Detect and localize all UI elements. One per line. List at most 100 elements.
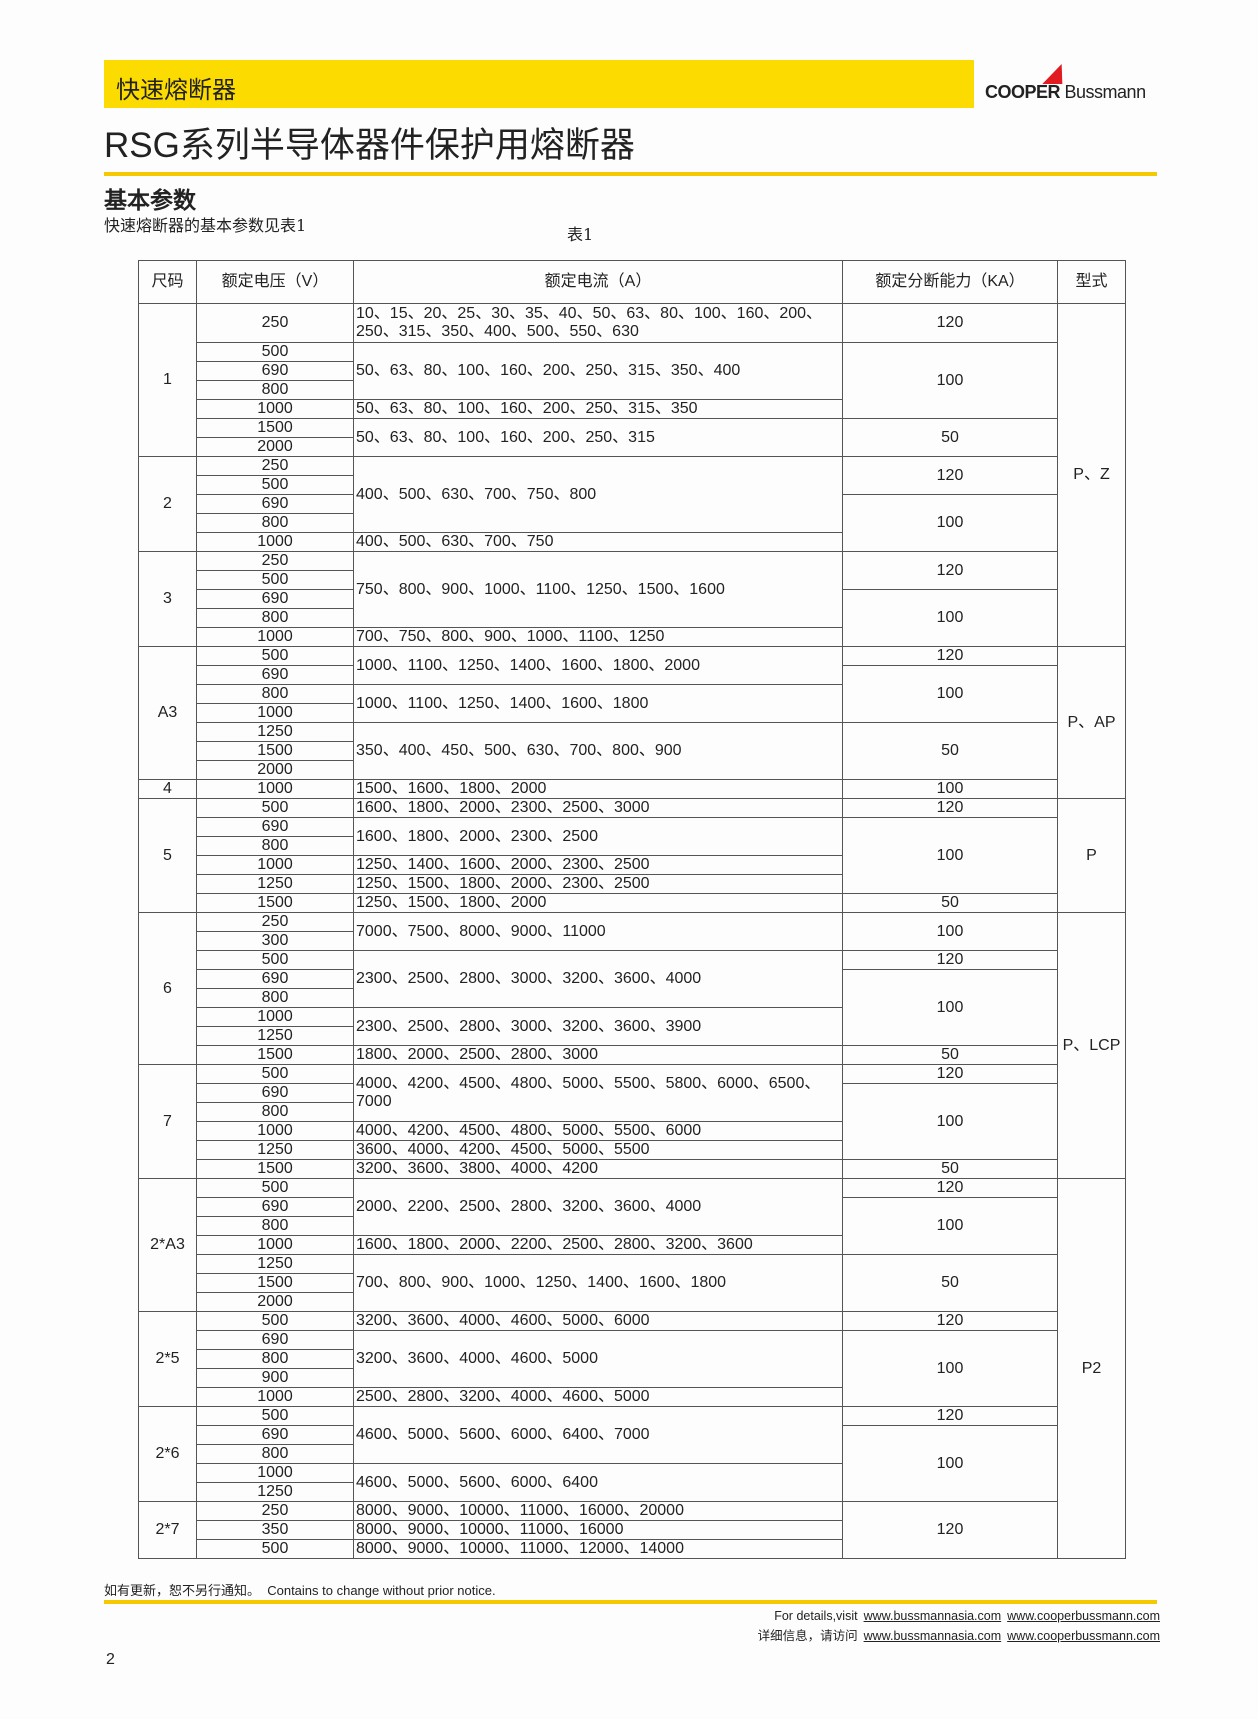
voltage-cell: 800 [196, 836, 354, 856]
voltage-cell: 500 [196, 475, 354, 495]
voltage-cell: 1000 [196, 779, 354, 799]
table-header-row: 尺码 额定电压（V） 额定电流（A） 额定分断能力（KA） 型式 [138, 260, 1126, 304]
table-row: 5 500 1600、1800、2000、2300、2500、3000 120 P [138, 798, 1126, 913]
breaking-capacity-cell: 120 [842, 456, 1058, 495]
breaking-capacity-cell: 120 [842, 1064, 1058, 1084]
voltage-cell: 690 [196, 1330, 354, 1350]
voltage-cell: 690 [196, 361, 354, 381]
current-cell: 50、63、80、100、160、200、250、315、350、400 [353, 342, 843, 400]
current-cell: 4000、4200、4500、4800、5000、5500、6000 [353, 1121, 843, 1141]
table-row: 2000 [139, 437, 1126, 457]
breaking-capacity-cell: 120 [842, 1406, 1058, 1426]
table-row: 2*6 500 4600、5000、5600、6000、6400、7000 120 [138, 1406, 1126, 1502]
table-row: 1000 50、63、80、100、160、200、250、315、350 [139, 399, 1126, 419]
voltage-cell: 1000 [196, 1235, 354, 1255]
voltage-cell: 690 [196, 589, 354, 609]
current-cell: 2300、2500、2800、3000、3200、3600、3900 [353, 1007, 843, 1046]
breaking-capacity-cell: 120 [842, 950, 1058, 970]
table-row: 1 250 10、15、20、25、30、35、40、50、63、80、100、16… [138, 303, 1126, 647]
voltage-cell: 800 [196, 1349, 354, 1369]
current-cell: 400、500、630、700、750 [353, 532, 843, 552]
voltage-cell: 500 [196, 798, 354, 818]
breaking-capacity-cell: 50 [842, 1254, 1058, 1312]
breaking-capacity-cell: 100 [842, 589, 1058, 647]
size-cell: 2 [138, 456, 197, 552]
table-row: 4 1000 1500、1600、1800、2000 100 [138, 779, 1126, 799]
breaking-capacity-cell: 100 [842, 779, 1058, 799]
table-row: 1000 700、750、800、900、1000、1100、1250 [139, 627, 1126, 647]
current-cell: 2000、2200、2500、2800、3200、3600、4000 [353, 1178, 843, 1236]
table-row: 500 50、63、80、100、160、200、250、315、350、400 1… [139, 342, 1126, 419]
table-row: 690 1600、1800、2000、2300、2500 100 [139, 817, 1126, 894]
voltage-cell: 500 [196, 1539, 354, 1559]
link-cooperbussmann[interactable]: www.cooperbussmann.com [1007, 1609, 1160, 1623]
logo-mark-icon [1042, 64, 1072, 84]
current-cell: 1000、1100、1250、1400、1600、1800 [353, 684, 843, 723]
breaking-capacity-cell: 50 [842, 893, 1058, 913]
table-row: A3 500 1000、1100、1250、1400、1600、1800、2000 1… [138, 646, 1126, 799]
voltage-cell: 2000 [196, 760, 354, 780]
size-cell: 2*A3 [138, 1178, 197, 1312]
current-cell: 2500、2800、3200、4000、4600、5000 [353, 1387, 843, 1407]
voltage-cell: 250 [196, 1501, 354, 1521]
voltage-cell: 690 [196, 1083, 354, 1103]
breaking-capacity-cell: 120 [842, 551, 1058, 590]
voltage-cell: 250 [196, 551, 354, 571]
table-row: 2*5 500 3200、3600、4000、4600、5000、6000 120 [138, 1311, 1126, 1407]
header-size: 尺码 [138, 260, 197, 304]
category-label: 快速熔断器 [116, 77, 236, 104]
voltage-cell: 1250 [196, 1026, 354, 1046]
voltage-cell: 800 [196, 608, 354, 628]
voltage-cell: 1000 [196, 1007, 354, 1027]
size-cell: 5 [138, 798, 197, 913]
table-row: 1000 1250、1400、1600、2000、2300、2500 [139, 855, 1126, 875]
link-cooperbussmann-cn[interactable]: www.cooperbussmann.com [1007, 1629, 1160, 1643]
voltage-cell: 500 [196, 1178, 354, 1198]
current-cell: 750、800、900、1000、1100、1250、1500、1600 [353, 551, 843, 628]
table-row: 300 [139, 931, 1126, 951]
table-row: 500 2300、2500、2800、3000、3200、3600、4000 120 [139, 950, 1126, 1008]
voltage-cell: 690 [196, 969, 354, 989]
voltage-cell: 690 [196, 665, 354, 685]
current-cell: 1250、1400、1600、2000、2300、2500 [353, 855, 843, 875]
type-cell: P [1057, 798, 1126, 913]
voltage-cell: 1000 [196, 1387, 354, 1407]
table-row: 350 8000、9000、10000、11000、16000 [139, 1520, 1126, 1540]
voltage-cell: 1000 [196, 1463, 354, 1483]
voltage-cell: 1000 [196, 532, 354, 552]
voltage-cell: 690 [196, 817, 354, 837]
breaking-capacity-cell: 50 [842, 1045, 1058, 1065]
breaking-capacity-cell: 100 [842, 912, 1058, 951]
table-caption: 表1 [567, 225, 594, 244]
page-title: RSG系列半导体器件保护用熔断器 [104, 126, 635, 165]
table-row: 6 250 7000、7500、8000、9000、11000 100 P、LCP [138, 912, 1126, 1179]
header-breaking-capacity: 额定分断能力（KA） [842, 260, 1058, 304]
size-cell: 3 [138, 551, 197, 647]
size-cell: 2*5 [138, 1311, 197, 1407]
details-label-cn: 详细信息，请访问 [757, 1629, 858, 1643]
current-cell: 8000、9000、10000、11000、16000 [353, 1520, 843, 1540]
breaking-capacity-cell: 100 [842, 1425, 1058, 1502]
voltage-cell: 1500 [196, 1045, 354, 1065]
current-cell: 3200、3600、4000、4600、5000、6000 [353, 1311, 843, 1331]
table-row: 1500 1800、2000、2500、2800、3000 50 [139, 1045, 1126, 1065]
change-notice: 如有更新，恕不另行通知。 Contains to change without … [104, 1583, 496, 1598]
current-cell: 8000、9000、10000、11000、16000、20000 [353, 1501, 843, 1521]
voltage-cell: 1250 [196, 1140, 354, 1160]
voltage-cell: 1000 [196, 399, 354, 419]
link-bussmannasia[interactable]: www.bussmannasia.com [863, 1609, 1002, 1623]
voltage-cell: 690 [196, 1425, 354, 1445]
voltage-cell: 500 [196, 342, 354, 362]
table-row: 1250 350、400、450、500、630、700、800、900 50 [139, 722, 1126, 780]
link-bussmannasia-cn[interactable]: www.bussmannasia.com [863, 1629, 1002, 1643]
header-type: 型式 [1057, 260, 1126, 304]
current-cell: 1600、1800、2000、2200、2500、2800、3200、3600 [353, 1235, 843, 1255]
current-cell: 4600、5000、5600、6000、6400、7000 [353, 1406, 843, 1464]
voltage-cell: 250 [196, 456, 354, 476]
voltage-cell: 800 [196, 380, 354, 400]
current-cell: 50、63、80、100、160、200、250、315、350 [353, 399, 843, 419]
current-cell: 1000、1100、1250、1400、1600、1800、2000 [353, 646, 843, 685]
type-cell: P2 [1057, 1178, 1126, 1559]
current-cell: 700、800、900、1000、1250、1400、1600、1800 [353, 1254, 843, 1312]
voltage-cell: 1000 [196, 855, 354, 875]
